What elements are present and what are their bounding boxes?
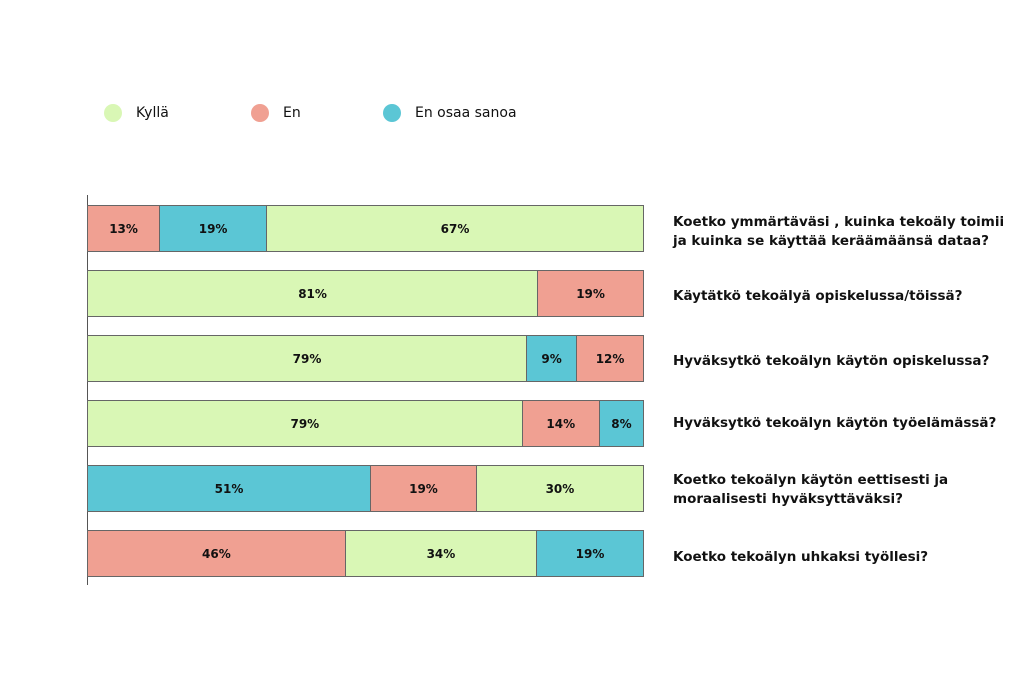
bar-segment-kylla: 79% xyxy=(87,400,523,447)
data-label: 13% xyxy=(109,221,138,236)
bar-row: 79% 9% 12% xyxy=(87,335,644,382)
bar-segment-eos: 8% xyxy=(598,400,644,447)
data-label: 51% xyxy=(214,481,244,496)
legend-label: Kyllä xyxy=(136,105,169,121)
data-label: 8% xyxy=(611,416,632,431)
question-label: Koetko tekoälyn uhkaksi työllesi? xyxy=(673,549,929,565)
question-label: Koetko tekoälyn käytön eettisesti ja mor… xyxy=(673,472,949,507)
data-label: 19% xyxy=(576,286,605,301)
bar-segment-kylla: 30% xyxy=(475,465,644,512)
data-label: 19% xyxy=(409,481,438,496)
bar-segment-en: 19% xyxy=(537,270,644,317)
question-label: Hyväksytkö tekoälyn käytön opiskelussa? xyxy=(673,353,990,369)
data-label: 81% xyxy=(298,286,327,301)
legend-swatch xyxy=(104,104,122,122)
data-label: 46% xyxy=(202,546,231,561)
bar-segment-en: 19% xyxy=(370,465,477,512)
legend-label: En xyxy=(283,105,301,121)
legend-item-kylla: Kyllä xyxy=(104,104,169,122)
bar-segment-kylla: 79% xyxy=(87,335,528,382)
data-label: 79% xyxy=(290,416,320,431)
data-label: 19% xyxy=(198,221,228,236)
bar-segment-eos: 9% xyxy=(526,335,578,382)
bar-segment-eos: 51% xyxy=(87,465,372,512)
bar-row: 51% 19% 30% xyxy=(87,465,644,512)
bar-segment-en: 13% xyxy=(87,205,161,252)
question-label: Käytätkö tekoälyä opiskelussa/töissä? xyxy=(673,288,963,304)
y-axis-line xyxy=(87,195,88,585)
data-label: 79% xyxy=(292,351,322,366)
legend-label: En osaa sanoa xyxy=(415,105,517,121)
data-label: 12% xyxy=(595,351,625,366)
question-label: Koetko ymmärtäväsi , kuinka tekoäly toim… xyxy=(673,214,1005,249)
bar-segment-kylla: 81% xyxy=(87,270,539,317)
data-label: 67% xyxy=(440,221,470,236)
legend-swatch xyxy=(251,104,269,122)
bar-segment-en: 46% xyxy=(87,530,346,577)
bar-segment-eos: 19% xyxy=(159,205,268,252)
data-label: 34% xyxy=(426,546,456,561)
bar-segment-kylla: 67% xyxy=(266,205,644,252)
data-label: 14% xyxy=(546,416,576,431)
legend-swatch xyxy=(383,104,401,122)
bar-row: 46% 34% 19% xyxy=(87,530,644,577)
data-label: 9% xyxy=(541,351,562,366)
bar-segment-eos: 19% xyxy=(536,530,644,577)
question-label: Hyväksytkö tekoälyn käytön työelämässä? xyxy=(673,415,997,431)
legend-item-en: En xyxy=(251,104,301,122)
data-label: 19% xyxy=(575,546,605,561)
bar-row: 79% 14% 8% xyxy=(87,400,644,447)
legend-item-eos: En osaa sanoa xyxy=(383,104,517,122)
data-label: 30% xyxy=(545,481,575,496)
bar-segment-kylla: 34% xyxy=(344,530,538,577)
bar-row: 81% 19% xyxy=(87,270,644,317)
bar-segment-en: 14% xyxy=(521,400,600,447)
bar-row: 13% 19% 67% xyxy=(87,205,644,252)
bar-segment-en: 12% xyxy=(576,335,644,382)
